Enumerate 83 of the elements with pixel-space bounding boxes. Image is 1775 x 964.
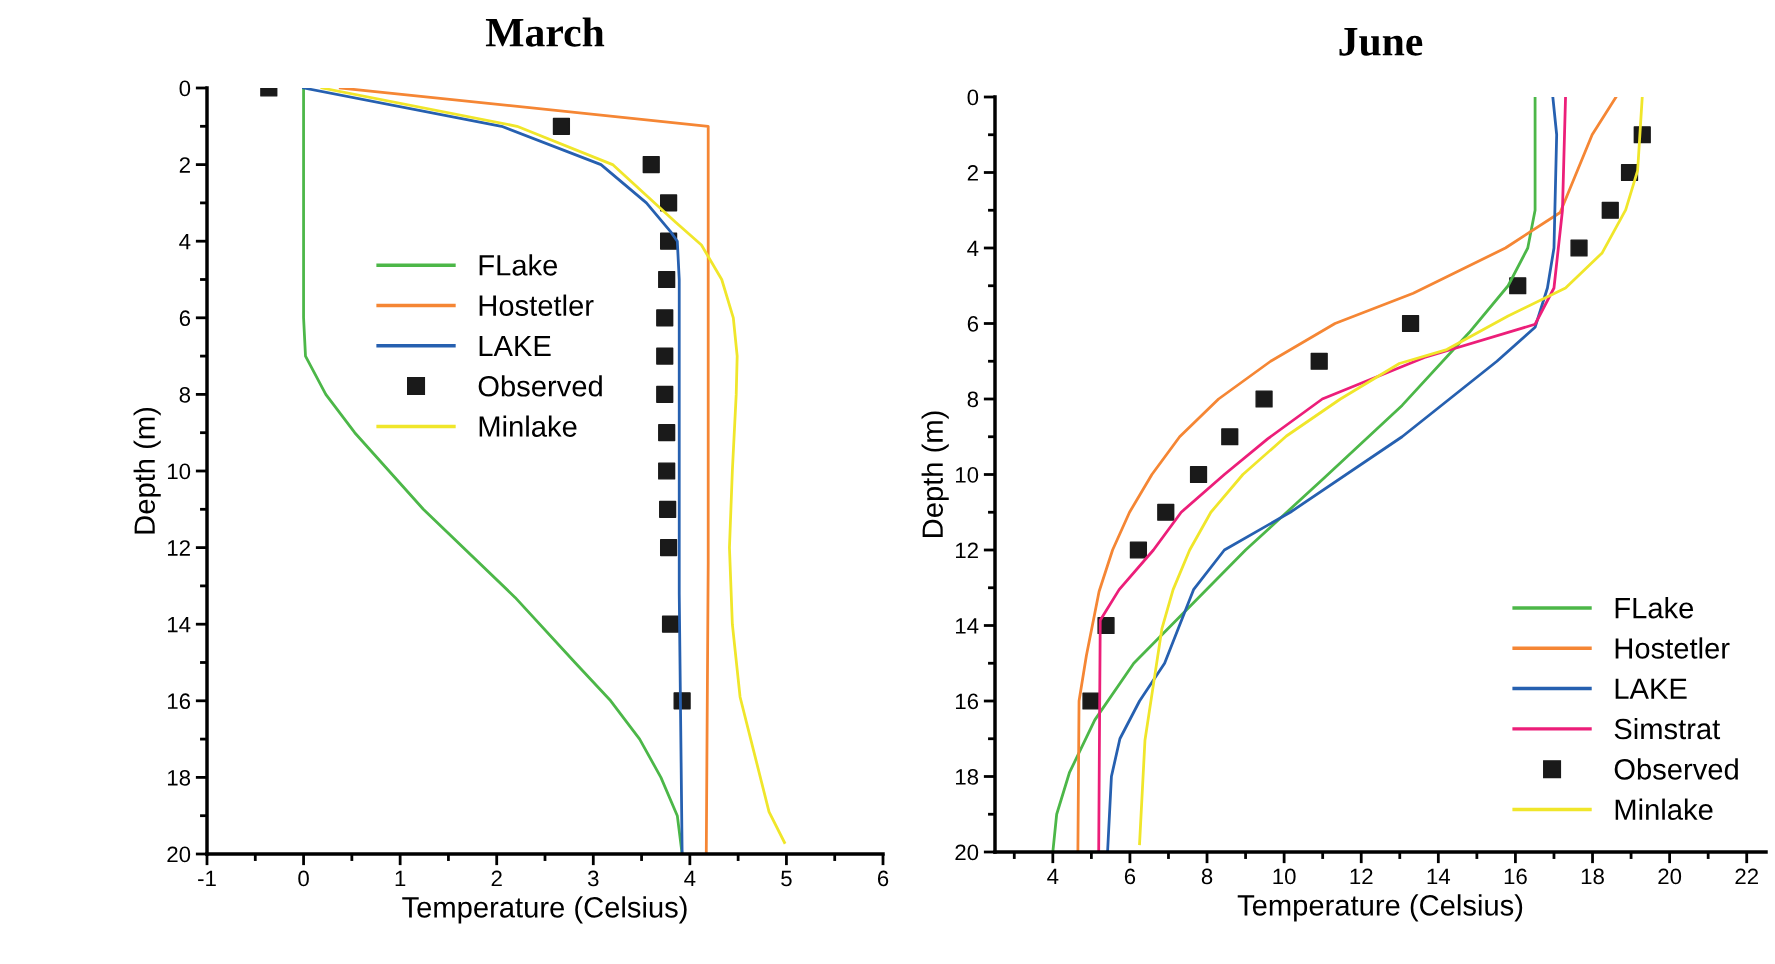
y-tick-label: 14 — [168, 616, 191, 633]
x-tick-label: 14 — [1427, 868, 1451, 885]
x-tick-label: 20 — [1658, 868, 1682, 885]
line-series — [338, 88, 710, 854]
point — [656, 309, 674, 327]
chart-title: March — [485, 17, 605, 47]
x-tick-label: 3 — [587, 870, 599, 887]
point — [659, 538, 678, 557]
y-tick-label: 12 — [168, 540, 190, 556]
legend-label: Observed — [478, 375, 602, 397]
y-tick-label: 20 — [167, 846, 191, 863]
y-tick-label: 12 — [956, 542, 978, 559]
x-axis-title: Temperature (Celsius) — [1237, 894, 1523, 922]
legend-label: Hostetler — [479, 294, 594, 316]
y-tick-label: 10 — [168, 463, 191, 480]
x-tick-label: 6 — [1124, 868, 1136, 885]
point — [1221, 428, 1239, 446]
point — [656, 347, 674, 365]
legend-label: Minlake — [479, 415, 577, 437]
y-tick-label: 4 — [967, 240, 979, 257]
y-axis-title: Depth (m) — [921, 411, 949, 537]
y-tick-label: 6 — [179, 310, 191, 327]
point — [661, 615, 680, 633]
point — [1189, 465, 1208, 484]
legend-label: Observed — [1614, 758, 1738, 780]
y-tick-label: 14 — [956, 618, 979, 634]
point — [1570, 239, 1588, 257]
y-tick-label: 16 — [168, 693, 191, 710]
point — [1129, 541, 1148, 559]
y-tick-label: 18 — [956, 769, 979, 785]
x-tick-label: 8 — [1201, 868, 1213, 885]
y-tick-label: 0 — [179, 80, 191, 97]
x-tick-label: 18 — [1581, 868, 1604, 885]
point — [658, 462, 676, 480]
point — [1509, 277, 1527, 295]
point — [1255, 390, 1273, 408]
x-tick-label: 16 — [1504, 868, 1527, 885]
y-tick-label: 2 — [179, 157, 190, 173]
y-tick-label: 8 — [967, 391, 979, 408]
x-tick-label: -1 — [198, 870, 216, 887]
legend-label: FLake — [479, 254, 558, 276]
point — [1310, 352, 1328, 370]
point — [1082, 692, 1100, 710]
y-axis-title: Depth (m) — [133, 407, 161, 534]
point — [658, 270, 676, 289]
x-axis-title: Temperature (Celsius) — [402, 896, 687, 924]
point — [659, 500, 677, 518]
legend-label: Hostetler — [1615, 637, 1730, 659]
point — [659, 194, 678, 212]
point — [552, 117, 571, 135]
y-tick-label: 8 — [179, 386, 191, 403]
legend-label: LAKE — [479, 335, 551, 356]
point — [1157, 503, 1175, 521]
x-tick-label: 4 — [1047, 868, 1059, 885]
point — [1401, 314, 1420, 333]
line-series — [320, 88, 786, 844]
y-tick-label: 0 — [967, 89, 979, 106]
legend-label: Minlake — [1615, 798, 1713, 820]
chart-title: June — [1339, 28, 1423, 56]
legend-label: FLake — [1615, 596, 1694, 619]
x-tick-label: 1 — [395, 870, 406, 887]
y-tick-label: 16 — [956, 693, 979, 710]
x-tick-label: 6 — [877, 870, 889, 887]
x-tick-label: 2 — [491, 870, 502, 887]
x-tick-label: 22 — [1735, 868, 1758, 885]
x-tick-label: 0 — [298, 870, 309, 887]
y-tick-label: 10 — [956, 467, 979, 483]
point — [656, 385, 674, 404]
y-tick-label: 4 — [179, 233, 191, 250]
line-series — [302, 88, 684, 854]
legend-label: Simstrat — [1614, 717, 1721, 740]
y-tick-label: 6 — [967, 316, 979, 332]
x-tick-label: 4 — [684, 870, 696, 887]
x-tick-label: 12 — [1350, 868, 1373, 885]
point — [658, 424, 676, 442]
legend-label: LAKE — [1615, 678, 1687, 699]
point — [642, 155, 660, 174]
point — [1601, 201, 1619, 219]
y-tick-label: 20 — [955, 844, 979, 861]
y-tick-label: 18 — [168, 769, 191, 786]
x-tick-label: 10 — [1273, 868, 1296, 885]
y-tick-label: 2 — [967, 165, 978, 181]
x-tick-label: 5 — [781, 870, 792, 887]
